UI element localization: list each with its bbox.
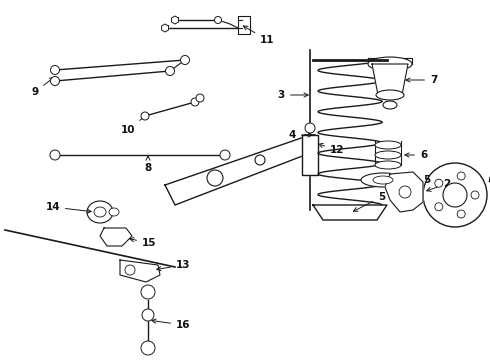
Circle shape: [435, 179, 443, 187]
Ellipse shape: [373, 176, 393, 184]
Circle shape: [207, 170, 223, 186]
Polygon shape: [368, 58, 412, 64]
Circle shape: [255, 155, 265, 165]
Ellipse shape: [87, 201, 113, 223]
Ellipse shape: [375, 141, 401, 149]
Ellipse shape: [368, 57, 412, 71]
Circle shape: [220, 150, 230, 160]
Text: 11: 11: [244, 26, 274, 45]
Circle shape: [423, 163, 487, 227]
Circle shape: [196, 94, 204, 102]
Circle shape: [166, 67, 174, 76]
Circle shape: [443, 183, 467, 207]
Circle shape: [50, 150, 60, 160]
Text: 4: 4: [289, 130, 312, 140]
Polygon shape: [172, 16, 178, 24]
Polygon shape: [302, 135, 318, 175]
Circle shape: [305, 123, 315, 133]
Circle shape: [50, 77, 59, 85]
Polygon shape: [162, 24, 169, 32]
Polygon shape: [385, 172, 423, 212]
Circle shape: [191, 98, 199, 106]
Text: 7: 7: [406, 75, 438, 85]
Circle shape: [141, 285, 155, 299]
Polygon shape: [120, 260, 160, 282]
Ellipse shape: [361, 173, 405, 187]
Ellipse shape: [375, 161, 401, 169]
Polygon shape: [372, 64, 408, 95]
Text: 2: 2: [427, 179, 450, 192]
Text: 13: 13: [157, 260, 191, 271]
Text: 8: 8: [145, 156, 151, 173]
Text: 12: 12: [318, 143, 344, 155]
Circle shape: [435, 203, 443, 211]
Text: 6: 6: [405, 150, 427, 160]
Circle shape: [215, 17, 221, 23]
Polygon shape: [100, 228, 132, 246]
Circle shape: [180, 55, 190, 64]
Circle shape: [125, 265, 135, 275]
Circle shape: [399, 186, 411, 198]
Circle shape: [141, 112, 149, 120]
Text: 5: 5: [409, 175, 430, 185]
Text: 9: 9: [31, 77, 54, 97]
Text: 14: 14: [46, 202, 91, 213]
Text: 10: 10: [121, 114, 147, 135]
Circle shape: [457, 210, 465, 218]
Text: 5: 5: [353, 192, 385, 211]
Text: 1: 1: [489, 160, 490, 182]
Circle shape: [471, 191, 479, 199]
Text: 3: 3: [278, 90, 308, 100]
Ellipse shape: [375, 151, 401, 159]
Circle shape: [141, 341, 155, 355]
Ellipse shape: [109, 208, 119, 216]
Text: 15: 15: [130, 238, 156, 248]
Polygon shape: [165, 135, 318, 205]
Circle shape: [457, 172, 465, 180]
Ellipse shape: [94, 207, 106, 217]
Circle shape: [50, 66, 59, 75]
Ellipse shape: [383, 101, 397, 109]
Text: 16: 16: [152, 319, 191, 330]
Ellipse shape: [376, 90, 404, 100]
Circle shape: [142, 309, 154, 321]
